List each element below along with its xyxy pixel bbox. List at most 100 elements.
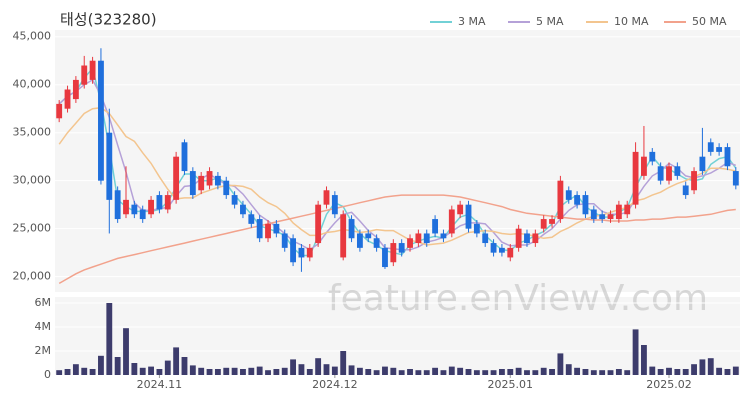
- candle-body: [173, 156, 180, 200]
- candle-body: [114, 190, 121, 220]
- volume-bar: [56, 370, 63, 375]
- candle-body: [482, 233, 489, 244]
- volume-bar: [365, 369, 372, 375]
- volume-bar: [164, 360, 171, 375]
- candle-body: [256, 219, 263, 239]
- volume-bar: [248, 367, 255, 375]
- volume-bar: [540, 367, 547, 375]
- volume-bar: [557, 353, 564, 375]
- volume-bar: [281, 367, 288, 375]
- volume-bar: [649, 366, 656, 375]
- candle-body: [423, 233, 430, 244]
- candle-body: [632, 151, 639, 205]
- volume-bar: [473, 370, 480, 375]
- volume-bar: [340, 351, 347, 375]
- volume-bar: [306, 369, 313, 375]
- y-tick-label: 4M: [35, 320, 52, 333]
- candle-body: [707, 142, 714, 152]
- candle-body: [81, 65, 88, 85]
- candle-body: [306, 247, 313, 258]
- volume-bar: [674, 369, 681, 375]
- candle-body: [365, 233, 372, 239]
- candle-body: [373, 238, 380, 248]
- volume-bar: [432, 367, 439, 375]
- x-tick-label: 2025.02: [646, 378, 692, 391]
- candle-body: [281, 233, 288, 248]
- volume-bar: [507, 369, 514, 375]
- volume-bar: [607, 370, 614, 375]
- candle-body: [348, 219, 355, 239]
- candle-body: [315, 204, 322, 244]
- candle-body: [356, 233, 363, 248]
- volume-bar: [590, 370, 597, 375]
- volume-bar: [265, 370, 271, 375]
- candle-body: [64, 89, 71, 109]
- candle-body: [156, 195, 163, 210]
- candle-body: [56, 103, 63, 119]
- volume-bar: [707, 358, 714, 375]
- volume-bar: [89, 369, 96, 375]
- candle-body: [699, 156, 706, 172]
- legend-label: 10 MA: [614, 15, 649, 28]
- volume-bar: [582, 369, 589, 375]
- candle-body: [189, 171, 196, 196]
- candle-body: [590, 209, 597, 220]
- volume-bar: [106, 303, 113, 375]
- y-tick-label: 45,000: [13, 30, 52, 43]
- volume-bar: [323, 364, 330, 375]
- candle-body: [716, 147, 723, 152]
- volume-bar: [64, 369, 71, 375]
- volume-bar: [139, 367, 146, 375]
- candle-body: [214, 175, 221, 186]
- candle-body: [624, 204, 631, 215]
- candle-body: [457, 204, 464, 215]
- candle-body: [666, 166, 672, 181]
- candle-body: [248, 214, 255, 224]
- volume-bar: [331, 366, 338, 375]
- candle-body: [198, 175, 205, 191]
- volume-bar: [549, 369, 555, 375]
- volume-bar: [691, 364, 697, 375]
- volume-bar: [407, 369, 413, 375]
- volume-bar: [81, 367, 88, 375]
- candle-body: [649, 151, 656, 162]
- candle-body: [407, 238, 413, 248]
- volume-bar: [524, 370, 530, 375]
- y-tick-label: 25,000: [13, 222, 52, 235]
- candle-body: [382, 247, 388, 268]
- candle-body: [465, 204, 472, 229]
- volume-bar: [482, 370, 489, 375]
- candle-body: [498, 247, 505, 253]
- candle-body: [206, 171, 213, 186]
- volume-bar: [156, 369, 163, 375]
- candle-body: [231, 195, 238, 205]
- volume-bar: [373, 370, 380, 375]
- x-tick-label: 2024.12: [312, 378, 358, 391]
- candle-body: [340, 214, 347, 258]
- candle-body: [607, 214, 614, 220]
- volume-bar: [390, 367, 397, 375]
- candle-body: [557, 180, 564, 220]
- y-tick-label: 20,000: [13, 270, 52, 283]
- candle-body: [298, 247, 305, 258]
- volume-bar: [114, 357, 121, 375]
- candle-body: [223, 180, 230, 196]
- candle-body: [515, 228, 522, 248]
- volume-bar: [298, 364, 305, 375]
- candle-body: [131, 204, 138, 215]
- volume-bar: [415, 370, 422, 375]
- candle-body: [641, 156, 647, 176]
- volume-bar: [398, 370, 405, 375]
- volume-bar: [198, 367, 205, 375]
- volume-bar: [699, 359, 706, 375]
- volume-bar: [98, 355, 104, 375]
- volume-bar: [490, 370, 497, 375]
- volume-bar: [423, 370, 430, 375]
- candle-body: [398, 243, 405, 253]
- volume-bar: [240, 369, 246, 375]
- volume-bar: [666, 367, 672, 375]
- candle-body: [415, 233, 422, 244]
- candle-body: [490, 243, 497, 253]
- candle-body: [89, 60, 96, 80]
